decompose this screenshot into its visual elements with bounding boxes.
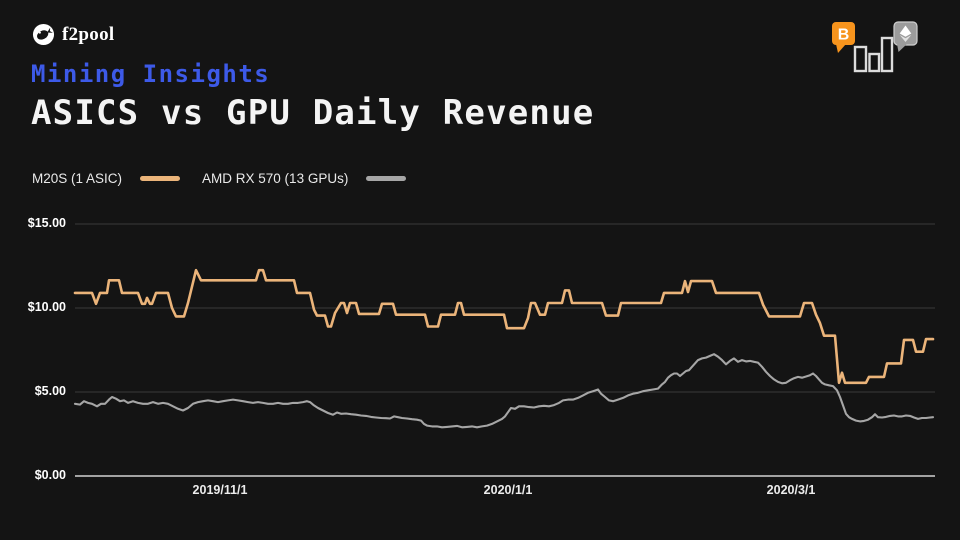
y-tick-label: $5.00 (34, 384, 66, 398)
crypto-bars-graphic: B (832, 21, 918, 73)
brand-name: f2pool (62, 23, 115, 45)
legend-label-rx570: AMD RX 570 (13 GPUs) (202, 171, 349, 186)
bitcoin-bubble-icon: B (832, 22, 855, 53)
bar-chart-icon (853, 36, 894, 73)
legend-swatch-rx570 (366, 176, 407, 181)
legend: M20S (1 ASIC) AMD RX 570 (13 GPUs) (32, 171, 407, 186)
y-tick-label: $15.00 (27, 216, 66, 230)
x-tick-label: 2020/3/1 (766, 483, 816, 497)
x-tick-label: 2020/1/1 (483, 483, 533, 497)
page-title: ASICS vs GPU Daily Revenue (31, 93, 595, 133)
rx570-line (73, 353, 935, 429)
legend-item-m20s: M20S (1 ASIC) (32, 171, 181, 186)
legend-label-m20s: M20S (1 ASIC) (32, 171, 123, 186)
y-tick-label: $0.00 (34, 468, 66, 482)
brand: f2pool (32, 23, 114, 46)
y-tick-label: $10.00 (27, 300, 66, 314)
x-tick-label: 2019/11/1 (192, 483, 248, 497)
m20s-line (73, 268, 935, 385)
eyebrow: Mining Insights (31, 60, 271, 88)
legend-item-rx570: AMD RX 570 (13 GPUs) (202, 171, 407, 186)
btc-symbol: B (838, 27, 850, 44)
f2pool-logo-icon (32, 23, 55, 46)
ethereum-bubble-icon (893, 21, 918, 52)
legend-swatch-m20s (140, 176, 181, 181)
